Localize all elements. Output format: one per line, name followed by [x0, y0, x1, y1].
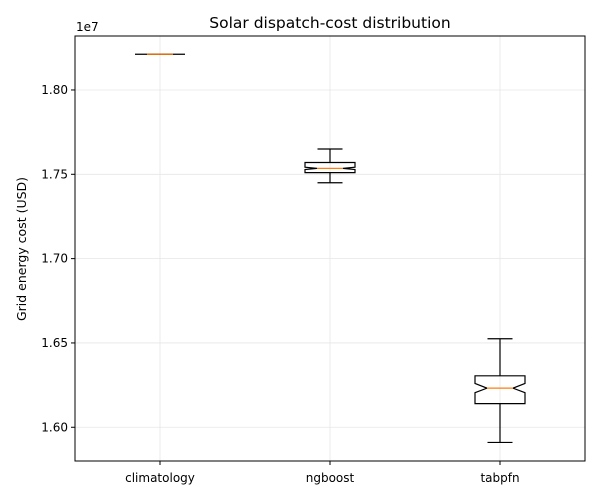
y-tick-label: 1.60	[41, 420, 68, 434]
box-tabpfn	[474, 338, 526, 444]
box-ngboost	[304, 148, 356, 184]
y-tick-label: 1.65	[41, 336, 68, 350]
x-tick-label: ngboost	[306, 471, 355, 485]
box-body	[304, 161, 356, 174]
grid-lines	[75, 36, 585, 461]
y-tick-label: 1.75	[41, 167, 68, 181]
y-axis: 1.60 1.65 1.70 1.75 1.80	[41, 83, 75, 434]
y-tick-label: 1.80	[41, 83, 68, 97]
y-tick-label: 1.70	[41, 252, 68, 266]
x-axis: climatology ngboost tabpfn	[125, 461, 520, 485]
x-tick-label: tabpfn	[480, 471, 519, 485]
x-tick-label: climatology	[125, 471, 195, 485]
y-axis-label: Grid energy cost (USD)	[14, 177, 29, 321]
box-series	[135, 53, 526, 444]
box-body	[474, 375, 526, 405]
y-offset-label: 1e7	[76, 20, 99, 34]
chart-title: Solar dispatch-cost distribution	[209, 14, 450, 32]
